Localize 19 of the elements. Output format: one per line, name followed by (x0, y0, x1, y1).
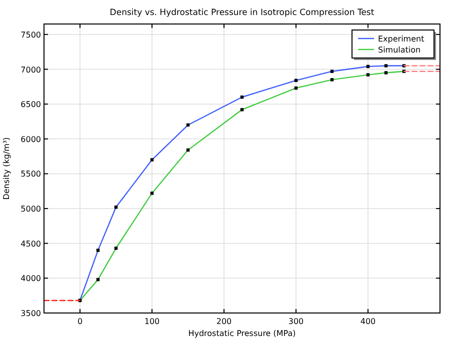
x-tick-label: 300 (288, 317, 304, 326)
legend-label: Simulation (378, 46, 421, 54)
x-tick-label: 0 (77, 317, 83, 326)
legend-label: Experiment (378, 34, 424, 44)
chart-title: Density vs. Hydrostatic Pressure in Isotropic Compression Test (110, 8, 375, 18)
y-tick-label: 5000 (20, 204, 41, 214)
y-tick-label: 6000 (20, 134, 41, 144)
y-tick-label: 4500 (20, 239, 41, 248)
x-tick-label: 200 (216, 317, 232, 326)
y-tick-label: 5500 (20, 170, 41, 179)
x-tick-label: 400 (360, 317, 376, 326)
y-tick-label: 7000 (20, 65, 41, 74)
y-axis-title: Density (kg/m³) (2, 137, 11, 200)
y-tick-label: 6500 (20, 100, 41, 110)
x-axis-title: Hydrostatic Pressure (MPa) (188, 329, 296, 338)
y-tick-label: 3500 (20, 309, 41, 318)
y-tick-label: 7500 (20, 30, 41, 40)
y-tick-label: 4000 (20, 274, 41, 284)
x-tick-label: 100 (144, 317, 160, 326)
